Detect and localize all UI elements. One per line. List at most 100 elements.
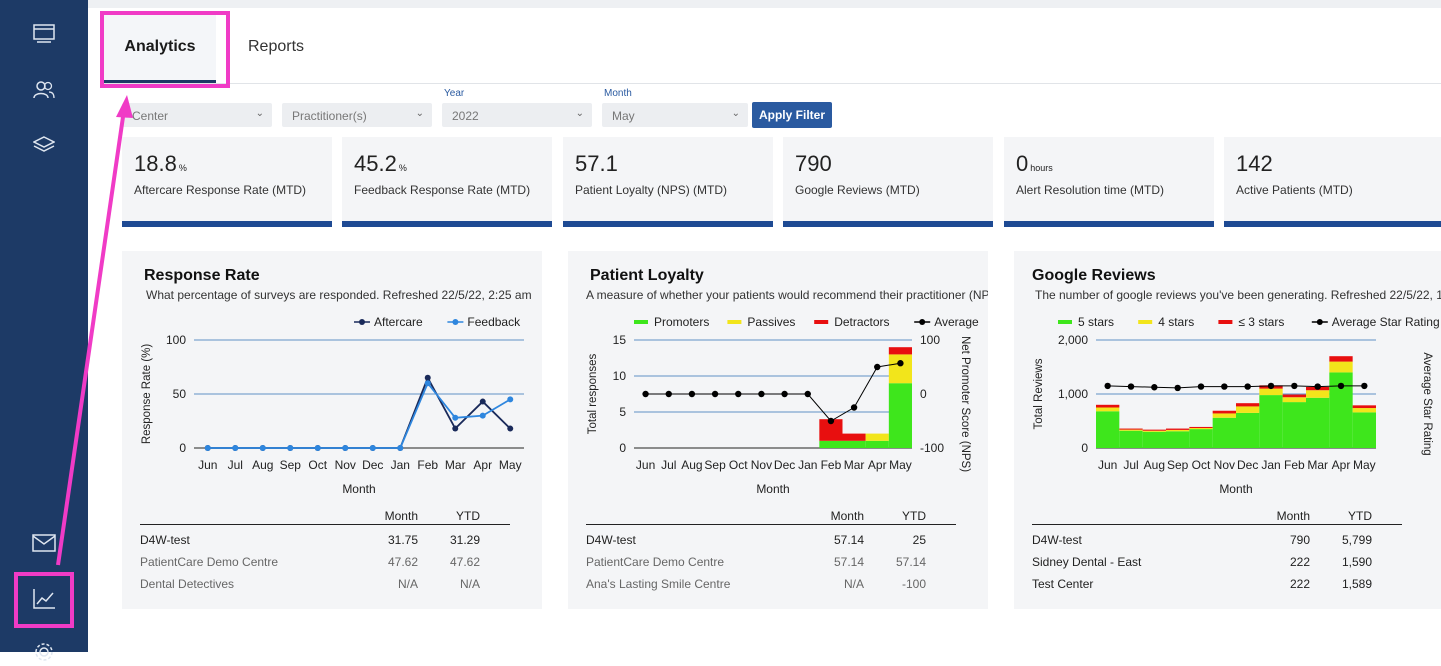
data-point <box>342 445 349 451</box>
kpi-card: 45.2% Feedback Response Rate (MTD) <box>342 137 552 227</box>
x-tick-label: Jan <box>1261 458 1280 472</box>
bar <box>1119 430 1143 448</box>
kpi-value: 0 hours <box>1016 151 1053 177</box>
year-label: Year <box>444 88 465 99</box>
data-point <box>874 363 881 371</box>
kpi-value: 18.8% <box>134 151 187 177</box>
row-month: 222 <box>1289 555 1310 569</box>
legend-label: 5 stars <box>1078 315 1114 329</box>
kpi-bar <box>122 221 332 227</box>
table-row: Sidney Dental - East 222 1,590 <box>1032 551 1402 571</box>
chevron-down-icon: ⌄ <box>415 108 424 119</box>
x-tick-label: Dec <box>1237 458 1258 472</box>
x-tick-label: Dec <box>774 458 795 472</box>
kpi-number: 0 <box>1016 151 1029 176</box>
apply-filter-button[interactable]: Apply Filter <box>752 102 832 128</box>
layers-icon[interactable] <box>30 131 58 159</box>
x-tick-label: Nov <box>335 458 356 472</box>
x-tick-label: Nov <box>751 458 772 472</box>
y-tick-label: 50 <box>173 387 187 401</box>
y2-axis-label: Net Promoter Score (NPS) <box>959 336 971 472</box>
bar <box>1259 388 1283 396</box>
x-tick-label: Sep <box>280 458 302 472</box>
tab-analytics[interactable]: Analytics <box>104 14 216 84</box>
row-name: Sidney Dental - East <box>1032 555 1142 569</box>
bar <box>819 440 843 448</box>
legend-label: Aftercare <box>374 315 423 329</box>
bar <box>1352 405 1376 409</box>
y2-tick-label: 0 <box>920 387 927 401</box>
practitioner-select[interactable]: Practitioner(s) ⌄ <box>282 103 432 127</box>
y-tick-label: 15 <box>613 333 627 347</box>
response-rate-chart: 0 50 100 Jun Jul Aug Sep Oct Nov Dec Jan Feb Mar Apr M… <box>141 315 524 496</box>
month-select[interactable]: May ⌄ <box>602 103 748 127</box>
table-row: D4W-test 57.14 25 <box>586 529 956 549</box>
kpi-unit: hours <box>1030 163 1053 173</box>
x-tick-label: Oct <box>308 458 327 472</box>
table-header: Month YTD <box>586 505 956 525</box>
legend-label: Feedback <box>467 315 521 329</box>
col-month: Month <box>1276 509 1310 523</box>
row-name: PatientCare Demo Centre <box>140 555 279 569</box>
x-tick-label: Sep <box>1167 458 1189 472</box>
month-label: Month <box>604 88 632 99</box>
mail-icon[interactable] <box>30 529 58 557</box>
y-axis-label: Total Reviews <box>1033 358 1045 429</box>
chart-icon[interactable] <box>30 585 58 613</box>
bar <box>1282 394 1306 398</box>
bar <box>842 433 866 441</box>
chevron-down-icon: ⌄ <box>575 108 584 119</box>
data-point <box>479 398 486 405</box>
x-tick-label: Jan <box>391 458 410 472</box>
kpi-label: Active Patients (MTD) <box>1236 183 1353 197</box>
bar <box>1189 429 1213 448</box>
data-point <box>1361 382 1368 390</box>
kpi-card: 790 Google Reviews (MTD) <box>783 137 993 227</box>
data-point <box>507 425 514 432</box>
bar <box>1236 403 1260 407</box>
x-tick-label: Apr <box>868 458 887 472</box>
bar <box>1212 413 1236 418</box>
legend-dot <box>919 319 926 325</box>
data-point <box>452 425 459 432</box>
kpi-number: 142 <box>1236 151 1273 176</box>
series-line <box>645 362 901 422</box>
bar <box>888 383 912 448</box>
row-ytd: 5,799 <box>1341 533 1372 547</box>
row-ytd: 1,589 <box>1341 577 1372 591</box>
kpi-number: 790 <box>795 151 832 176</box>
data-point <box>369 445 376 451</box>
tab-reports[interactable]: Reports <box>247 38 305 55</box>
data-point <box>232 445 239 451</box>
bar <box>1236 406 1260 413</box>
bar <box>819 419 843 441</box>
row-ytd: 31.29 <box>449 533 480 547</box>
bar <box>1189 428 1213 430</box>
sidebar <box>0 0 88 661</box>
data-point <box>287 445 294 451</box>
legend-swatch <box>1218 320 1233 324</box>
patient-loyalty-card: Patient Loyalty A measure of whether you… <box>568 251 988 609</box>
highlight-box-analytics <box>100 11 230 88</box>
bar <box>1142 431 1166 448</box>
chevron-down-icon: ⌄ <box>731 108 740 119</box>
row-ytd: 47.62 <box>449 555 480 569</box>
data-point <box>1291 382 1298 390</box>
people-icon[interactable] <box>30 76 58 104</box>
row-ytd: -100 <box>901 577 926 591</box>
legend-label: Promoters <box>654 315 709 329</box>
kpi-value: 45.2% <box>354 151 407 177</box>
year-select[interactable]: 2022 ⌄ <box>442 103 592 127</box>
screen-icon[interactable] <box>30 20 58 48</box>
center-select[interactable]: Center ⌄ <box>122 103 272 127</box>
y-tick-label: 5 <box>619 405 626 419</box>
legend-dot <box>452 319 459 325</box>
kpi-card: 142 Active Patients (MTD) <box>1224 137 1441 227</box>
card-title: Response Rate <box>144 267 260 284</box>
data-point <box>479 412 486 419</box>
table-row: Test Center 222 1,589 <box>1032 573 1402 593</box>
x-tick-label: Jan <box>798 458 817 472</box>
bar <box>1236 412 1260 448</box>
bar <box>1329 372 1353 448</box>
row-month: N/A <box>843 577 864 591</box>
